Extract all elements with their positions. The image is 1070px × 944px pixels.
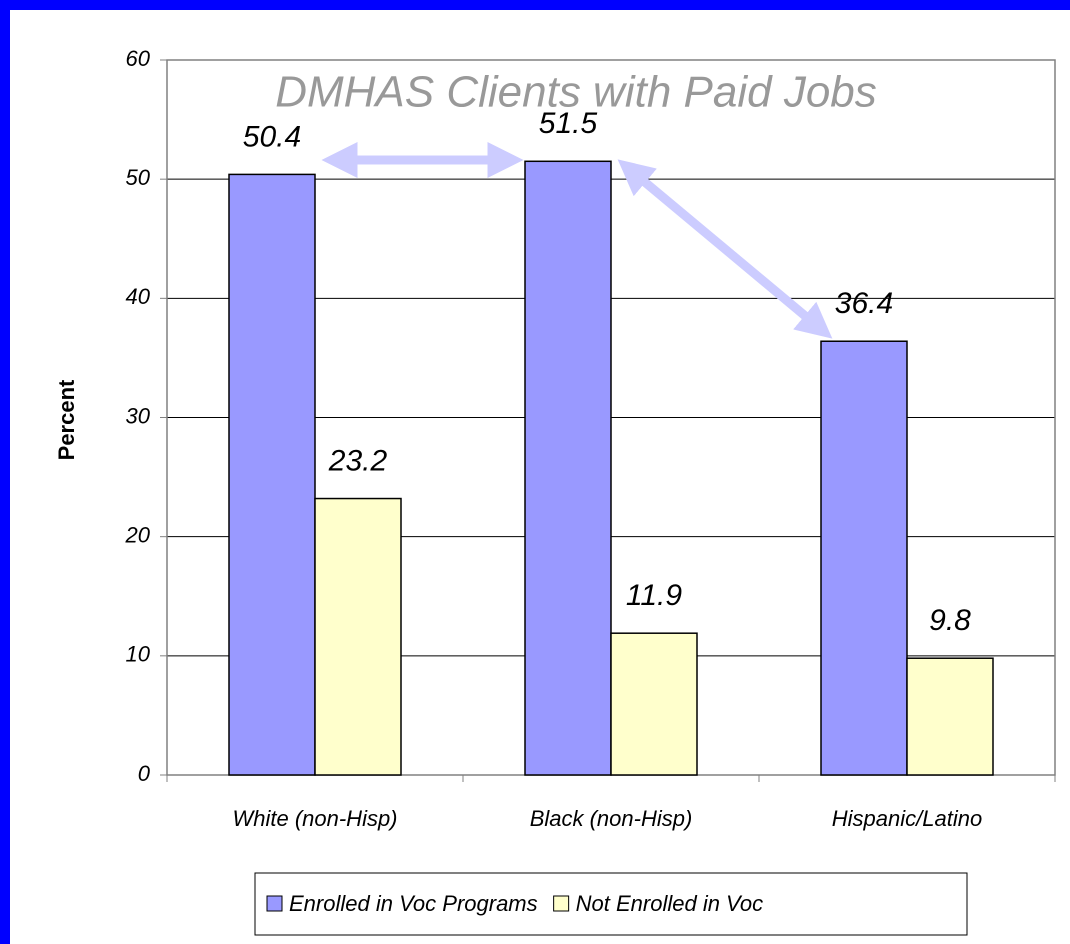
bar (314, 497, 402, 776)
legend-label: Not Enrolled in Voc (576, 891, 764, 916)
legend-label: Enrolled in Voc Programs (289, 891, 538, 916)
y-tick-label: 10 (126, 642, 151, 667)
x-tick-label: Black (non-Hisp) (530, 806, 693, 831)
legend-box (254, 872, 968, 936)
bar (610, 632, 698, 776)
y-tick-label: 50 (126, 165, 151, 190)
y-tick-label: 0 (138, 761, 151, 786)
bar (820, 340, 908, 776)
bar (524, 160, 612, 776)
y-tick-label: 60 (126, 46, 151, 71)
data-label: 50.4 (243, 120, 301, 153)
arrow (617, 159, 833, 339)
bar (228, 173, 316, 776)
legend-swatch (266, 895, 283, 912)
y-tick-label: 40 (126, 284, 151, 309)
y-tick-label: 30 (126, 403, 151, 428)
x-tick-label: Hispanic/Latino (832, 806, 982, 831)
data-label: 51.5 (539, 107, 598, 140)
data-label: 11.9 (626, 579, 682, 612)
legend-swatch (553, 895, 570, 912)
data-label: 23.2 (328, 444, 388, 477)
chart-title: DMHAS Clients with Paid Jobs (275, 68, 877, 117)
y-axis-label: Percent (54, 379, 79, 460)
x-tick-label: White (non-Hisp) (232, 806, 397, 831)
data-label: 36.4 (835, 287, 893, 320)
data-label: 9.8 (929, 604, 971, 637)
bar (906, 657, 994, 776)
y-tick-label: 20 (125, 522, 151, 547)
